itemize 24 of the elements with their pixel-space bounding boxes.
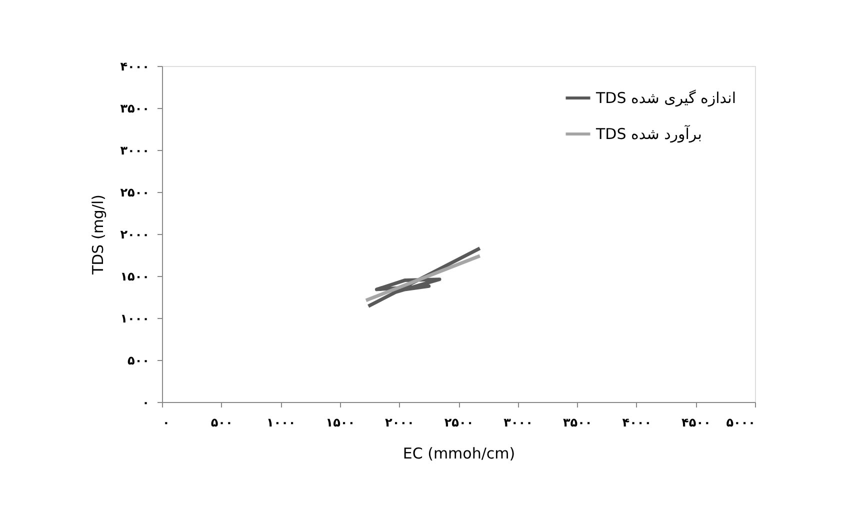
y-tick-label: ۳۰۰۰ <box>120 144 150 158</box>
x-tick-label: ۴۰۰۰ <box>622 416 652 430</box>
x-tick-label: ۲۵۰۰ <box>444 416 474 430</box>
x-axis-title: EC (mmoh/cm) <box>402 444 516 462</box>
y-tick-label: ۲۵۰۰ <box>120 186 150 200</box>
y-tick-label: ۴۰۰۰ <box>120 60 150 74</box>
x-tick-label: ۵۰۰ <box>210 416 233 430</box>
x-tick-label: ۳۰۰۰ <box>504 416 533 430</box>
y-tick-label: ۰ <box>142 396 150 410</box>
x-tick-label: ۱۵۰۰ <box>326 416 356 430</box>
x-tick-label: ۴۵۰۰ <box>682 416 711 430</box>
y-tick-label: ۳۵۰۰ <box>120 102 150 116</box>
x-tick-label: ۰ <box>162 416 170 430</box>
legend-label: TDS اندازه گیری شده <box>595 89 736 107</box>
legend-label: TDS برآورد شده <box>595 124 702 143</box>
y-axis-title: TDS (mg/l) <box>89 194 108 276</box>
y-tick-label: ۱۰۰۰ <box>120 312 150 326</box>
x-tick-label: ۱۰۰۰ <box>266 416 296 430</box>
x-tick-label: ۵۰۰۰ <box>726 416 756 430</box>
x-tick-label: ۳۵۰۰ <box>562 416 592 430</box>
y-tick-label: ۵۰۰ <box>128 354 150 368</box>
y-tick-label: ۲۰۰۰ <box>120 228 150 242</box>
y-tick-label: ۱۵۰۰ <box>120 270 150 284</box>
x-tick-label: ۲۰۰۰ <box>385 416 414 430</box>
